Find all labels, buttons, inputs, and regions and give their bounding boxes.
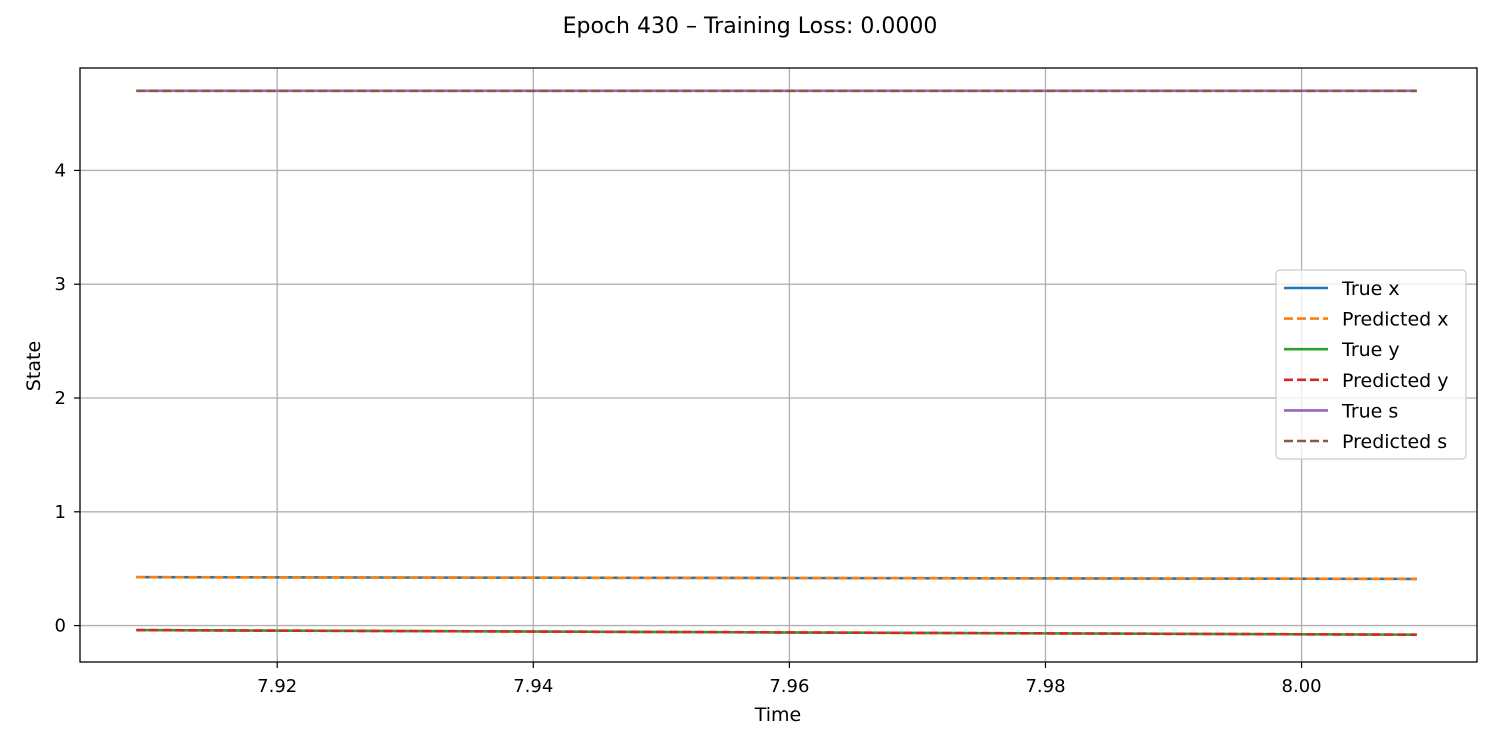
x-tick-label: 7.96: [769, 676, 809, 697]
plot-area: [80, 68, 1477, 662]
y-axis-ticks: 0 1 2 3 4: [55, 160, 80, 637]
chart-title: Epoch 430 – Training Loss: 0.0000: [563, 14, 938, 39]
legend-entry: True x: [1341, 278, 1400, 300]
legend-entry: Predicted x: [1342, 309, 1448, 331]
legend-entry: True y: [1341, 339, 1400, 361]
legend-entry: True s: [1341, 400, 1398, 422]
x-tick-label: 7.98: [1025, 676, 1065, 697]
legend: True x Predicted x True y Predicted y True s…: [1275, 269, 1467, 460]
series-lines: [136, 89, 1417, 637]
y-axis-label: State: [23, 341, 45, 391]
y-tick-label: 3: [55, 274, 66, 295]
x-tick-label: 8.00: [1282, 676, 1322, 697]
y-tick-label: 1: [55, 502, 66, 523]
y-tick-label: 4: [55, 160, 66, 181]
legend-entry: Predicted y: [1342, 370, 1448, 392]
legend-entry: Predicted s: [1342, 431, 1447, 453]
legend-box: [1275, 269, 1467, 460]
plot-frame: [79, 67, 1478, 663]
series-line-predicted-y: [136, 628, 1417, 637]
y-tick-label: 2: [55, 388, 66, 409]
series-line-predicted-x: [136, 575, 1417, 581]
y-tick-label: 0: [55, 616, 66, 637]
x-tick-label: 7.92: [257, 676, 297, 697]
x-axis-label: Time: [754, 704, 802, 726]
x-tick-label: 7.94: [513, 676, 553, 697]
x-axis-ticks: 7.92 7.94 7.96 7.98 8.00: [257, 662, 1322, 697]
